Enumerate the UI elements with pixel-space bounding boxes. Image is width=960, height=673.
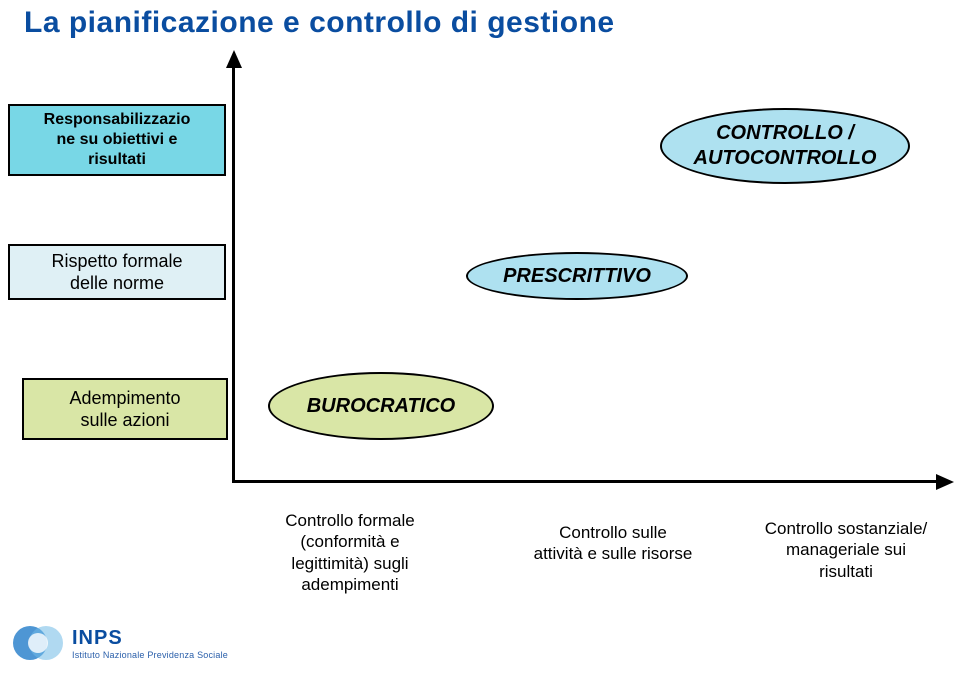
- bubble-controllo: CONTROLLO /AUTOCONTROLLO: [660, 108, 910, 184]
- page-title: La pianificazione e controllo di gestion…: [24, 6, 615, 40]
- x-label-x1: Controllo formale(conformità elegittimit…: [236, 510, 464, 595]
- bubble-burocratico: BUROCRATICO: [268, 372, 494, 440]
- x-axis: [232, 480, 940, 483]
- bubble-prescrittivo: PRESCRITTIVO: [466, 252, 688, 300]
- y-axis: [232, 64, 235, 480]
- y-level-rispetto: Rispetto formaledelle norme: [8, 244, 226, 300]
- y-level-resp: Responsabilizzazione su obiettivi erisul…: [8, 104, 226, 176]
- logo: INPS Istituto Nazionale Previdenza Socia…: [12, 623, 228, 663]
- x-label-x2: Controllo sulleattività e sulle risorse: [504, 522, 722, 565]
- logo-sub: Istituto Nazionale Previdenza Sociale: [72, 650, 228, 660]
- x-axis-arrow: [936, 474, 954, 490]
- logo-name: INPS: [72, 627, 228, 650]
- inps-icon: [12, 623, 64, 663]
- x-label-x3: Controllo sostanziale/manageriale suiris…: [736, 518, 956, 582]
- y-axis-arrow: [226, 50, 242, 68]
- y-level-ademp: Adempimentosulle azioni: [22, 378, 228, 440]
